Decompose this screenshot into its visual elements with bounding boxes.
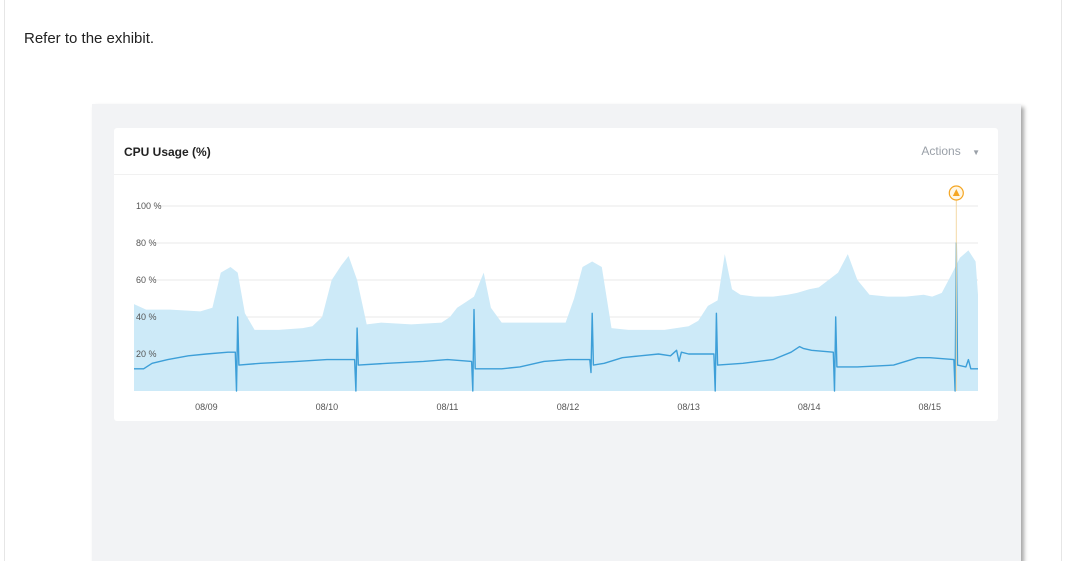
y-axis-ticks: 100 % 80 % 60 % 40 % 20 % bbox=[136, 201, 162, 359]
x-tick-label: 08/11 bbox=[437, 402, 459, 412]
series-layer bbox=[134, 242, 978, 392]
question-text: Refer to the exhibit. bbox=[24, 30, 155, 47]
x-axis-ticks: 08/09 08/10 08/11 08/12 08/13 08/14 08/15 bbox=[195, 402, 941, 412]
actions-label: Actions bbox=[921, 144, 961, 158]
alert-layer bbox=[948, 185, 964, 391]
y-tick-label: 20 % bbox=[136, 349, 157, 359]
y-tick-label: 40 % bbox=[136, 312, 157, 322]
cpu-usage-chart: 100 %80 %60 %40 %20 % 08/09 08/10 08/11 08/… bbox=[134, 185, 978, 412]
card-header: CPU Usage (%) Actions ▼ bbox=[114, 128, 998, 175]
y-tick-label: 60 % bbox=[136, 275, 157, 285]
x-tick-label: 08/10 bbox=[316, 402, 339, 412]
cpu-line-series bbox=[134, 242, 978, 392]
x-tick-label: 08/15 bbox=[919, 402, 942, 412]
x-tick-label: 08/12 bbox=[557, 402, 580, 412]
x-tick-label: 08/14 bbox=[798, 402, 821, 412]
chevron-down-icon: ▼ bbox=[972, 148, 980, 157]
y-tick-label: 100 % bbox=[136, 201, 162, 211]
y-tick-label: 80 % bbox=[136, 238, 157, 248]
x-tick-label: 08/13 bbox=[677, 402, 700, 412]
cpu-usage-card: CPU Usage (%) Actions ▼ 100 % 80 % 60 % 40 … bbox=[114, 128, 998, 421]
chart-title: CPU Usage (%) bbox=[124, 145, 211, 159]
page-frame bbox=[4, 0, 1062, 561]
exhibit-panel: CPU Usage (%) Actions ▼ 100 % 80 % 60 % 40 … bbox=[92, 104, 1021, 561]
cpu-area-series bbox=[134, 250, 978, 391]
x-tick-label: 08/09 bbox=[195, 402, 218, 412]
warning-icon[interactable] bbox=[948, 185, 964, 201]
actions-dropdown[interactable]: Actions ▼ bbox=[921, 144, 980, 158]
